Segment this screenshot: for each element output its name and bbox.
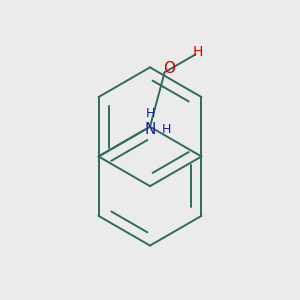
Text: O: O xyxy=(163,61,175,76)
Text: H: H xyxy=(146,107,155,120)
Text: N: N xyxy=(145,122,156,137)
Text: H: H xyxy=(192,45,203,59)
Text: H: H xyxy=(161,123,171,136)
